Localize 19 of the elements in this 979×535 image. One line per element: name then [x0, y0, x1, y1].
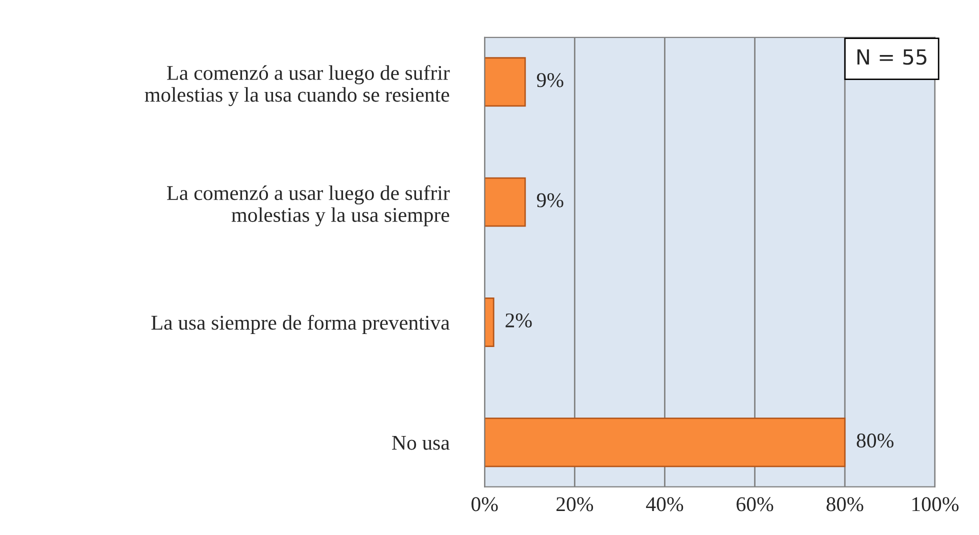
annotation: N = 55 — [857, 49, 926, 65]
bar — [484, 298, 494, 347]
y-tick-label: La comenzó a usar luego de sufrir molestias y la usa cuando se resiente — [144, 65, 450, 106]
x-tick-label: 20% — [556, 497, 594, 512]
x-tick-label: 40% — [646, 497, 684, 512]
data-label: 2% — [506, 313, 532, 328]
data-label: 9% — [536, 193, 564, 208]
y-tick-label: La usa siempre de forma preventiva — [151, 314, 450, 334]
data-label: 80% — [856, 434, 894, 448]
data-label: 9% — [536, 73, 564, 88]
bar — [484, 177, 526, 227]
x-tick-label: 0% — [472, 497, 498, 512]
x-tick-label: 80% — [826, 497, 864, 512]
y-tick-label: La comenzó a usar luego de sufrir molestias y la usa siempre — [167, 185, 450, 226]
bar — [484, 418, 846, 468]
x-tick-label: 100% — [912, 497, 959, 512]
bar — [484, 57, 526, 107]
y-tick-label: No usa — [392, 436, 450, 450]
x-tick-label: 60% — [736, 497, 774, 512]
